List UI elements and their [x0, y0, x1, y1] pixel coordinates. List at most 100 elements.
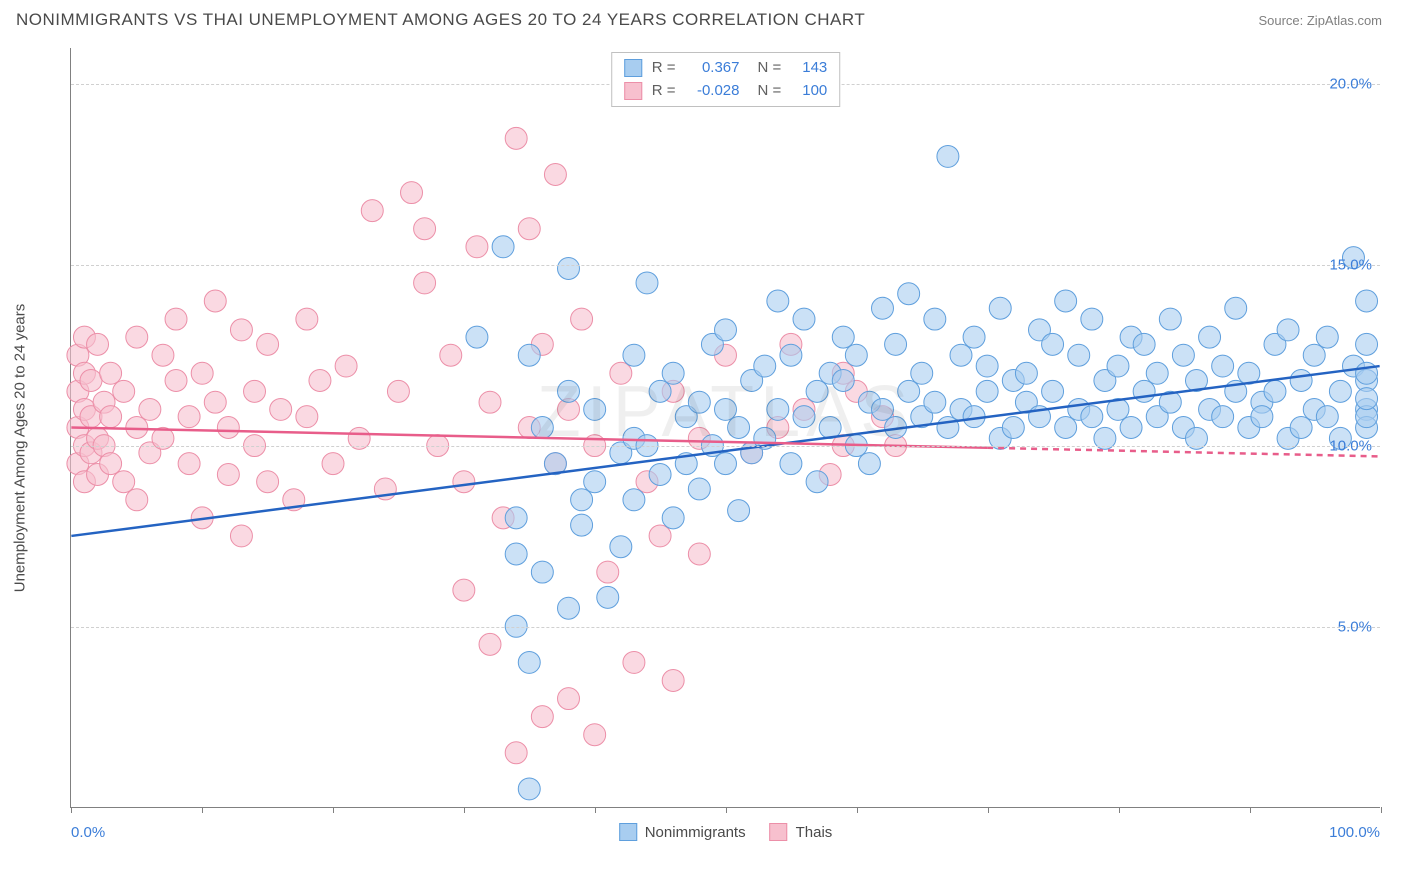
data-point [296, 406, 318, 428]
data-point [1055, 417, 1077, 439]
stat-r-label: R = [652, 57, 676, 80]
data-point [230, 525, 252, 547]
data-point [1264, 380, 1286, 402]
data-point [165, 308, 187, 330]
data-point [898, 380, 920, 402]
data-point [531, 561, 553, 583]
data-point [191, 362, 213, 384]
scatter-svg [71, 48, 1380, 807]
data-point [544, 164, 566, 186]
x-tick [726, 807, 727, 813]
x-tick [595, 807, 596, 813]
data-point [466, 236, 488, 258]
y-tick-label: 5.0% [1338, 619, 1372, 636]
stat-r-label: R = [652, 80, 676, 103]
legend-swatch [770, 823, 788, 841]
series-legend: NonimmigrantsThais [619, 823, 833, 841]
data-point [414, 218, 436, 240]
data-point [1146, 362, 1168, 384]
data-point [1356, 290, 1378, 312]
stats-legend-row: R =0.367N =143 [624, 57, 828, 80]
data-point [505, 742, 527, 764]
data-point [165, 370, 187, 392]
data-point [832, 370, 854, 392]
data-point [558, 257, 580, 279]
gridline [71, 627, 1380, 628]
data-point [453, 579, 475, 601]
x-tick [71, 807, 72, 813]
data-point [178, 453, 200, 475]
data-point [584, 724, 606, 746]
data-point [361, 200, 383, 222]
x-tick [464, 807, 465, 813]
data-point [662, 362, 684, 384]
data-point [479, 633, 501, 655]
data-point [728, 417, 750, 439]
data-point [558, 597, 580, 619]
data-point [1251, 406, 1273, 428]
data-point [80, 370, 102, 392]
data-point [244, 380, 266, 402]
data-point [1303, 344, 1325, 366]
data-point [872, 398, 894, 420]
data-point [1133, 380, 1155, 402]
data-point [531, 417, 553, 439]
data-point [767, 398, 789, 420]
data-point [126, 326, 148, 348]
chart-title: NONIMMIGRANTS VS THAI UNEMPLOYMENT AMONG… [16, 10, 865, 30]
x-tick [1119, 807, 1120, 813]
data-point [1172, 344, 1194, 366]
data-point [296, 308, 318, 330]
data-point [479, 391, 501, 413]
stat-n-label: N = [758, 57, 782, 80]
data-point [976, 380, 998, 402]
data-point [885, 333, 907, 355]
data-point [963, 326, 985, 348]
data-point [257, 333, 279, 355]
data-point [924, 391, 946, 413]
data-point [1042, 380, 1064, 402]
data-point [793, 406, 815, 428]
data-point [754, 355, 776, 377]
data-point [87, 333, 109, 355]
data-point [1199, 326, 1221, 348]
data-point [152, 344, 174, 366]
data-point [662, 670, 684, 692]
legend-swatch [619, 823, 637, 841]
data-point [728, 500, 750, 522]
data-point [387, 380, 409, 402]
data-point [558, 688, 580, 710]
plot-area: ZIPATLAS R =0.367N =143R =-0.028N =100 0… [70, 48, 1380, 808]
data-point [571, 489, 593, 511]
x-tick [988, 807, 989, 813]
data-point [793, 308, 815, 330]
data-point [1055, 290, 1077, 312]
legend-swatch [624, 59, 642, 77]
data-point [113, 471, 135, 493]
data-point [518, 218, 540, 240]
data-point [610, 362, 632, 384]
x-axis-min-label: 0.0% [71, 824, 105, 841]
data-point [623, 489, 645, 511]
data-point [204, 290, 226, 312]
data-point [597, 586, 619, 608]
y-axis-title: Unemployment Among Ages 20 to 24 years [12, 304, 29, 593]
x-tick [1250, 807, 1251, 813]
stats-legend-row: R =-0.028N =100 [624, 80, 828, 103]
data-point [1290, 370, 1312, 392]
data-point [688, 391, 710, 413]
data-point [845, 344, 867, 366]
data-point [1329, 380, 1351, 402]
data-point [911, 362, 933, 384]
data-point [518, 344, 540, 366]
data-point [1356, 388, 1378, 410]
data-point [780, 344, 802, 366]
data-point [1042, 333, 1064, 355]
data-point [1002, 417, 1024, 439]
data-point [1068, 344, 1090, 366]
data-point [492, 236, 514, 258]
stats-legend: R =0.367N =143R =-0.028N =100 [611, 52, 841, 107]
data-point [505, 127, 527, 149]
legend-item: Thais [770, 823, 833, 841]
data-point [623, 651, 645, 673]
